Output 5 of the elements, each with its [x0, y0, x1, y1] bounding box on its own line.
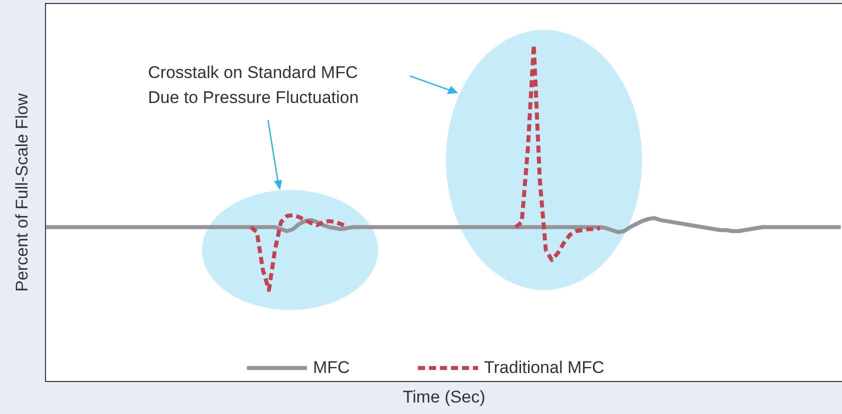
annotation: Crosstalk on Standard MFC Due to Pressure Fluctuation: [148, 63, 359, 107]
y-axis-title: Percent of Full-Scale Flow: [12, 92, 32, 292]
x-axis-title: Time (Sec): [402, 388, 486, 406]
legend-label: Traditional MFC: [484, 358, 604, 377]
legend-label: MFC: [313, 358, 350, 377]
